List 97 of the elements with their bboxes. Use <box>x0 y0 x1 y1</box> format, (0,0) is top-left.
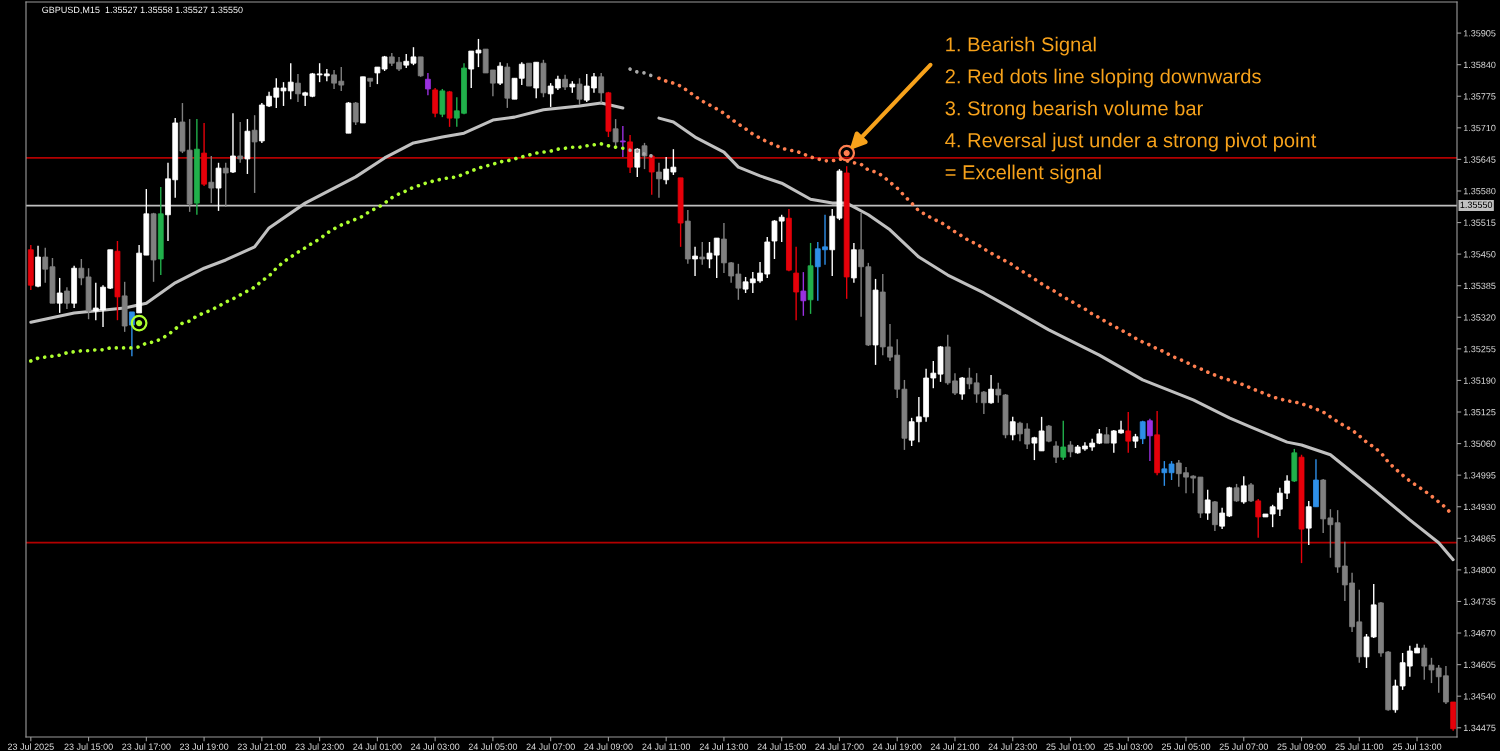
y-tick-label: 1.35775 <box>1463 93 1496 100</box>
candlestick <box>425 72 431 96</box>
y-tick-label: 1.34865 <box>1463 535 1496 542</box>
x-tick-label: 24 Jul 21:00 <box>930 743 980 750</box>
annotation: 3. Strong bearish volume bar <box>945 100 1203 120</box>
x-tick-label: 24 Jul 03:00 <box>410 743 460 750</box>
candlestick <box>656 162 662 199</box>
candlestick <box>1212 500 1218 532</box>
y-tick-label: 1.35060 <box>1463 440 1496 447</box>
y-tick-label: 1.35840 <box>1463 61 1496 69</box>
y-tick-label: 1.34735 <box>1463 598 1496 605</box>
x-tick-label: 24 Jul 09:00 <box>584 743 633 750</box>
candlestick <box>1009 416 1016 441</box>
x-tick-label: 24 Jul 19:00 <box>873 743 922 750</box>
candlestick <box>793 246 800 321</box>
annotation: = Excellent signal <box>945 164 1101 184</box>
annotation: 4. Reversal just under a strong pivot point <box>945 132 1317 152</box>
candlestick <box>692 246 698 277</box>
x-tick-label: 24 Jul 05:00 <box>468 743 518 750</box>
candlestick <box>439 88 446 118</box>
y-tick-label: 1.34995 <box>1463 472 1496 479</box>
candlestick <box>959 376 966 401</box>
y-tick-label: 1.34605 <box>1463 661 1496 668</box>
x-tick-label: 24 Jul 01:00 <box>353 743 402 750</box>
x-tick-label: 25 Jul 13:00 <box>1392 743 1442 750</box>
candlestick <box>800 271 807 317</box>
y-tick-label: 1.35125 <box>1463 408 1496 416</box>
candlestick <box>1125 411 1132 454</box>
candlestick <box>526 62 532 87</box>
candlestick <box>230 112 236 174</box>
candlestick <box>64 286 70 310</box>
x-tick-label: 24 Jul 23:00 <box>988 743 1037 750</box>
candlestick <box>988 374 994 405</box>
x-tick-label: 24 Jul 11:00 <box>642 743 691 750</box>
line-series <box>29 142 625 363</box>
x-tick-label: 24 Jul 17:00 <box>815 743 864 750</box>
candlestick <box>619 125 626 158</box>
candlestick <box>576 77 583 106</box>
candlestick <box>1248 482 1254 503</box>
annotation: 2. Red dots line sloping downwards <box>945 68 1261 88</box>
y-tick-label: 1.35905 <box>1463 30 1496 37</box>
y-tick-label: 1.35450 <box>1463 251 1496 258</box>
x-tick-label: 25 Jul 09:00 <box>1277 743 1326 750</box>
candlestick <box>56 277 63 314</box>
candlestick <box>1147 418 1153 462</box>
x-tick-label: 23 Jul 21:00 <box>237 743 287 750</box>
x-tick-label: 24 Jul 07:00 <box>526 743 575 750</box>
y-tick-label: 1.34930 <box>1463 503 1496 511</box>
candlestick <box>417 56 424 78</box>
y-tick-label: 1.35515 <box>1463 219 1496 226</box>
y-tick-label: 1.35320 <box>1463 314 1496 321</box>
candlestick <box>222 162 229 208</box>
candlestick <box>497 61 503 86</box>
ref-line-label: 1.35550 <box>1460 201 1493 208</box>
x-tick-label: 25 Jul 01:00 <box>1046 743 1095 750</box>
candlestick <box>432 87 439 118</box>
candlestick <box>352 101 359 126</box>
x-tick-label: 23 Jul 23:00 <box>295 743 344 750</box>
candlestick <box>1060 420 1067 461</box>
x-tick-label: 25 Jul 11:00 <box>1335 743 1384 750</box>
y-tick-label: 1.34540 <box>1463 693 1496 700</box>
candlestick <box>1305 500 1312 546</box>
annotation: 1. Bearish Signal <box>946 36 1096 56</box>
x-tick-label: 25 Jul 05:00 <box>1161 743 1211 750</box>
candlestick <box>634 147 641 178</box>
candlestick <box>1392 678 1399 714</box>
y-tick-label: 1.35580 <box>1463 187 1496 195</box>
y-tick-label: 1.35255 <box>1463 345 1496 353</box>
x-tick-label: 23 Jul 15:00 <box>64 743 113 750</box>
y-tick-label: 1.35710 <box>1463 124 1496 132</box>
y-tick-label: 1.35645 <box>1463 156 1496 163</box>
candlestick <box>237 121 244 164</box>
candlestick <box>1255 498 1262 539</box>
x-tick-label: 24 Jul 13:00 <box>699 743 749 750</box>
y-tick-label: 1.35385 <box>1463 282 1496 290</box>
candlestick <box>1038 416 1045 452</box>
candlestick <box>1053 440 1059 464</box>
candlestick <box>295 73 301 103</box>
x-tick-label: 25 Jul 07:00 <box>1219 743 1269 750</box>
candlestick <box>699 241 706 266</box>
x-tick-label: 23 Jul 19:00 <box>179 743 229 750</box>
x-tick-label: 25 Jul 03:00 <box>1104 743 1153 750</box>
candlestick <box>208 155 215 204</box>
x-tick-label: 23 Jul 2025 <box>7 743 54 750</box>
y-tick-label: 1.34800 <box>1463 566 1496 574</box>
candlestick <box>215 162 222 212</box>
candlestick <box>598 72 605 104</box>
candlestick <box>251 114 258 194</box>
chart-title: GBPUSD,M15 1.35527 1.35558 1.35527 1.35550 <box>42 6 243 15</box>
x-tick-label: 24 Jul 15:00 <box>757 743 806 750</box>
x-tick-label: 23 Jul 17:00 <box>122 743 171 750</box>
y-tick-label: 1.34670 <box>1463 630 1496 637</box>
y-tick-label: 1.35190 <box>1463 377 1496 384</box>
candlestick <box>1240 475 1247 505</box>
candlestick <box>1204 489 1211 521</box>
line-series <box>628 67 654 78</box>
y-tick-label: 1.34475 <box>1463 724 1496 732</box>
